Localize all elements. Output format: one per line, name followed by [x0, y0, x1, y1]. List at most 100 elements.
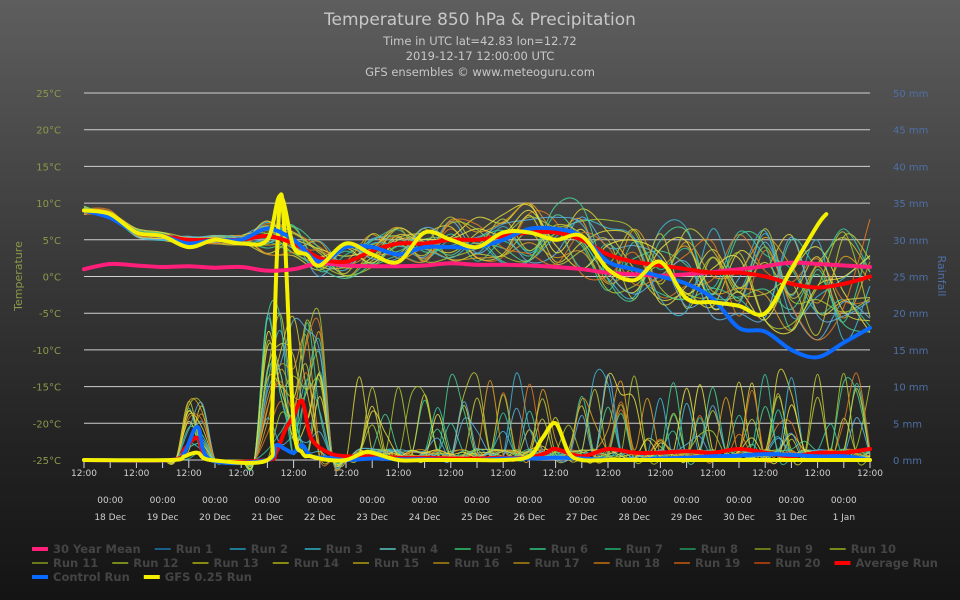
legend-item[interactable]: GFS 0.25 Run	[143, 570, 252, 584]
x-tick-label: 12:00	[281, 469, 307, 479]
day-time-label: 00:00	[726, 496, 752, 506]
day-date-label: 21 Dec	[252, 513, 284, 523]
legend-label: Run 5	[476, 542, 513, 556]
day-time-label: 00:00	[621, 496, 647, 506]
day-date-label: 20 Dec	[199, 513, 231, 523]
x-tick-label: 12:00	[385, 469, 411, 479]
legend-label: Run 13	[214, 556, 259, 570]
legend-item[interactable]: Run 13	[192, 556, 259, 570]
day-date-label: 24 Dec	[409, 513, 441, 523]
legend-label: Run 6	[551, 542, 588, 556]
y-tick-label: 10°C	[36, 199, 61, 210]
day-date-label: 27 Dec	[566, 513, 598, 523]
legend-label: Run 9	[776, 542, 813, 556]
30-year-mean-temp-line	[82, 260, 872, 278]
legend-item[interactable]: Run 14	[272, 556, 339, 570]
legend-label: Control Run	[53, 570, 130, 584]
day-time-label: 00:00	[778, 496, 804, 506]
legend-item[interactable]: Run 10	[829, 542, 896, 556]
day-date-label: 26 Dec	[514, 513, 546, 523]
y2-tick-label: 50 mm	[893, 89, 928, 100]
y2-tick-label: 0 mm	[893, 456, 922, 467]
legend-label: Run 3	[326, 542, 363, 556]
x-tick-label: 12:00	[700, 469, 726, 479]
y2-tick-label: 30 mm	[893, 236, 928, 247]
legend-item[interactable]: Run 4	[379, 542, 438, 556]
y2-tick-label: 35 mm	[893, 199, 928, 210]
x-tick-label: 12:00	[71, 469, 97, 479]
legend-item[interactable]: Run 8	[679, 542, 738, 556]
legend-item[interactable]: Run 2	[229, 542, 288, 556]
x-axis-ticks: 12:00 00:00 18 Dec 12:00 00:00 19 Dec 12:00 00:…	[71, 460, 883, 523]
legend-item[interactable]: Run 15	[353, 556, 419, 570]
day-date-label: 18 Dec	[94, 513, 126, 523]
y2-axis-title: Rainfall	[935, 256, 948, 297]
legend-item[interactable]: Run 1	[154, 542, 213, 556]
y-tick-label: 20°C	[36, 126, 61, 137]
legend-item[interactable]: Run 6	[529, 542, 588, 556]
legend-label: Average Run	[856, 556, 938, 570]
legend-label: Run 2	[251, 542, 288, 556]
day-time-label: 00:00	[359, 496, 385, 506]
ensemble-temp-line	[83, 209, 871, 335]
y2-tick-label: 15 mm	[893, 346, 928, 357]
day-date-label: 31 Dec	[776, 513, 808, 523]
legend-label: Run 16	[454, 556, 499, 570]
legend-label: Run 18	[615, 556, 660, 570]
x-tick-label: 12:00	[805, 469, 831, 479]
legend-label: GFS 0.25 Run	[165, 570, 252, 584]
legend-label: Run 7	[626, 542, 663, 556]
day-time-label: 00:00	[150, 496, 176, 506]
day-time-label: 00:00	[569, 496, 595, 506]
y-tick-label: 0°C	[43, 273, 61, 284]
y2-axis-ticks: 50 mm 45 mm 40 mm 35 mm 30 mm 25 mm 20 mm 15 mm…	[893, 89, 928, 467]
day-date-label: 29 Dec	[671, 513, 703, 523]
series-lines	[82, 192, 872, 466]
day-time-label: 00:00	[254, 496, 280, 506]
legend-item[interactable]: Run 17	[513, 556, 580, 570]
legend-item[interactable]: Run 11	[32, 556, 98, 570]
legend-item[interactable]: Run 3	[304, 542, 363, 556]
day-date-label: 22 Dec	[304, 513, 336, 523]
y-tick-label: -20°C	[33, 419, 61, 430]
day-date-label: 25 Dec	[461, 513, 493, 523]
chart-title: Temperature 850 hPa & Precipitation	[323, 10, 636, 30]
x-tick-label: 12:00	[595, 469, 621, 479]
gfs-0-25-run-temp-line	[82, 193, 829, 317]
legend-label: Run 10	[851, 542, 896, 556]
x-tick-label: 12:00	[490, 469, 516, 479]
legend-item[interactable]: Run 18	[593, 556, 660, 570]
day-time-label: 00:00	[202, 496, 228, 506]
y2-tick-label: 5 mm	[893, 419, 922, 430]
legend-item[interactable]: Run 12	[112, 556, 179, 570]
legend-item[interactable]: Run 16	[433, 556, 500, 570]
legend-item[interactable]: Run 5	[454, 542, 513, 556]
legend-item[interactable]: Run 7	[604, 542, 663, 556]
legend-item[interactable]: Average Run	[834, 556, 938, 570]
y-tick-label: -25°C	[33, 456, 61, 467]
y-axis-ticks: 25°C 20°C 15°C 10°C 5°C 0°C -5°C -10°C -15°C -20°…	[33, 89, 61, 467]
gfs-0-25-run-rain-line	[82, 192, 872, 465]
legend-label: Run 15	[374, 556, 419, 570]
ensemble-temp-line	[83, 209, 871, 323]
legend-label: Run 11	[53, 556, 98, 570]
y2-tick-label: 10 mm	[893, 383, 928, 394]
ensemble-temp-line	[83, 213, 871, 341]
day-time-label: 00:00	[831, 496, 857, 506]
legend-item[interactable]: Run 20	[754, 556, 821, 570]
day-time-label: 00:00	[464, 496, 490, 506]
legend-item[interactable]: 30 Year Mean	[32, 542, 141, 556]
x-tick-label: 12:00	[123, 469, 149, 479]
day-time-label: 00:00	[307, 496, 333, 506]
y2-tick-label: 20 mm	[893, 309, 928, 320]
legend-item[interactable]: Run 9	[754, 542, 813, 556]
legend-label: Run 4	[401, 542, 438, 556]
legend-item[interactable]: Control Run	[32, 570, 130, 584]
x-tick-label: 12:00	[857, 469, 883, 479]
legend-item[interactable]: Run 19	[674, 556, 740, 570]
day-time-label: 00:00	[412, 496, 438, 506]
day-date-label: 19 Dec	[147, 513, 179, 523]
day-date-label: 28 Dec	[618, 513, 650, 523]
day-time-label: 00:00	[97, 496, 123, 506]
